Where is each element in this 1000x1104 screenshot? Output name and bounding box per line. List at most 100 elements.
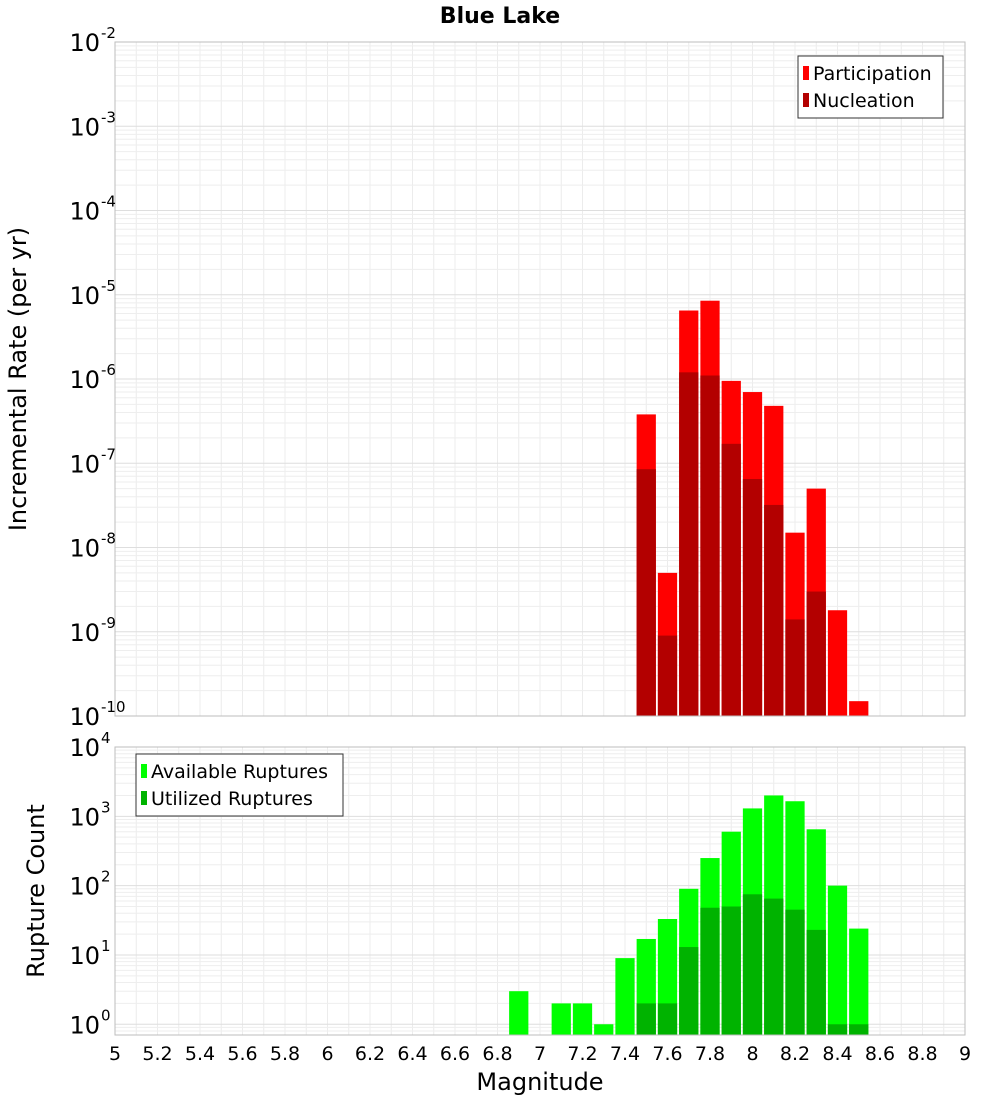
y-tick-base: 10 <box>69 450 100 478</box>
y-tick-base: 10 <box>69 619 100 647</box>
bar <box>785 619 805 716</box>
x-tick-label: 5.4 <box>185 1043 215 1065</box>
x-tick-label: 7.4 <box>610 1043 640 1065</box>
rate-plot-frame <box>114 41 966 717</box>
bar <box>785 909 805 1035</box>
x-tick-label: 5.2 <box>142 1043 172 1065</box>
y-tick-exponent: -3 <box>101 108 116 126</box>
rate-y-axis-label: Incremental Rate (per yr) <box>4 227 32 531</box>
y-tick-base: 10 <box>69 1011 100 1039</box>
count-legend: Available Ruptures Utilized Ruptures <box>135 753 344 817</box>
legend-label: Participation <box>813 63 932 85</box>
y-tick-base: 10 <box>69 282 100 310</box>
bar <box>806 591 826 716</box>
y-tick-base: 10 <box>69 113 100 141</box>
x-tick-label: 5.6 <box>227 1043 257 1065</box>
x-tick-label: 7.8 <box>695 1043 725 1065</box>
y-tick-exponent: 2 <box>101 868 111 886</box>
y-tick-base: 10 <box>69 29 100 57</box>
y-tick-exponent: 3 <box>101 798 111 816</box>
bar <box>636 469 656 716</box>
legend-swatch <box>141 764 147 778</box>
y-tick-exponent: 4 <box>101 729 111 747</box>
bar <box>700 907 720 1035</box>
x-tick-label: 5.8 <box>270 1043 300 1065</box>
legend-swatch <box>803 93 809 107</box>
legend-box <box>797 55 944 119</box>
y-tick-base: 10 <box>69 366 100 394</box>
y-tick-exponent: -4 <box>101 193 116 211</box>
x-tick-label: 5 <box>109 1043 121 1065</box>
legend-label: Utilized Ruptures <box>151 788 313 810</box>
x-tick-label: 6.4 <box>397 1043 427 1065</box>
y-tick-label: 10 -10 <box>69 698 125 731</box>
chart-title: Blue Lake <box>440 4 560 29</box>
x-tick-label: 6.2 <box>355 1043 385 1065</box>
bar <box>700 375 720 716</box>
rate-series-b <box>636 372 826 716</box>
x-tick-label: 7.2 <box>567 1043 597 1065</box>
y-tick-label: 10 -7 <box>69 445 116 478</box>
y-tick-exponent: 1 <box>101 937 111 955</box>
x-tick-label: 6.8 <box>482 1043 512 1065</box>
y-tick-label: 10 3 <box>69 798 110 831</box>
bar <box>551 1003 571 1035</box>
bar <box>679 372 699 716</box>
bar <box>827 885 848 1035</box>
bar <box>572 1003 593 1035</box>
legend-label: Nucleation <box>813 90 915 112</box>
y-tick-exponent: -8 <box>101 530 116 548</box>
y-tick-label: 10 -8 <box>69 530 116 563</box>
count-y-axis-label: Rupture Count <box>22 804 50 978</box>
bar <box>721 906 741 1035</box>
bar <box>764 898 784 1035</box>
y-tick-label: 10 -6 <box>69 361 116 394</box>
bar <box>806 929 826 1035</box>
x-tick-label: 8 <box>746 1043 758 1065</box>
bar <box>615 958 635 1035</box>
y-tick-base: 10 <box>69 703 100 731</box>
y-tick-label: 10 2 <box>69 868 110 901</box>
y-tick-label: 10 -2 <box>69 24 116 57</box>
y-tick-exponent: -2 <box>101 24 116 42</box>
bar <box>849 1024 869 1035</box>
count-plot-frame <box>114 746 966 1036</box>
y-tick-label: 10 -4 <box>69 193 116 226</box>
x-tick-label: 6.6 <box>440 1043 470 1065</box>
count-series-b <box>636 894 869 1035</box>
legend-swatch <box>803 66 809 80</box>
x-tick-label: 8.2 <box>780 1043 810 1065</box>
bar <box>764 504 784 716</box>
legend-swatch <box>141 791 147 805</box>
x-tick-label: 8.6 <box>865 1043 895 1065</box>
y-tick-exponent: -10 <box>101 698 126 716</box>
rate-legend: Participation Nucleation <box>797 55 944 119</box>
y-tick-base: 10 <box>69 803 100 831</box>
bar <box>657 1003 678 1035</box>
y-tick-exponent: -9 <box>101 614 116 632</box>
bar <box>827 610 848 716</box>
y-tick-base: 10 <box>69 873 100 901</box>
bar <box>849 701 869 716</box>
y-tick-base: 10 <box>69 734 100 762</box>
y-tick-exponent: -7 <box>101 445 116 463</box>
bar <box>827 1024 848 1035</box>
y-tick-label: 10 -5 <box>69 277 116 310</box>
x-axis-label: Magnitude <box>476 1068 603 1096</box>
y-tick-label: 10 -3 <box>69 108 116 141</box>
bar <box>509 991 529 1035</box>
rate-grid <box>114 42 966 717</box>
bar <box>594 1024 614 1035</box>
y-tick-exponent: -5 <box>101 277 116 295</box>
x-tick-label: 7.6 <box>652 1043 682 1065</box>
y-tick-label: 10 0 <box>69 1006 110 1039</box>
y-tick-exponent: 0 <box>101 1006 111 1024</box>
bar <box>657 635 678 716</box>
bar <box>742 479 763 716</box>
bar <box>721 443 741 716</box>
y-tick-exponent: -6 <box>101 361 116 379</box>
y-tick-label: 10 1 <box>69 937 110 970</box>
y-tick-label: 10 -9 <box>69 614 116 647</box>
